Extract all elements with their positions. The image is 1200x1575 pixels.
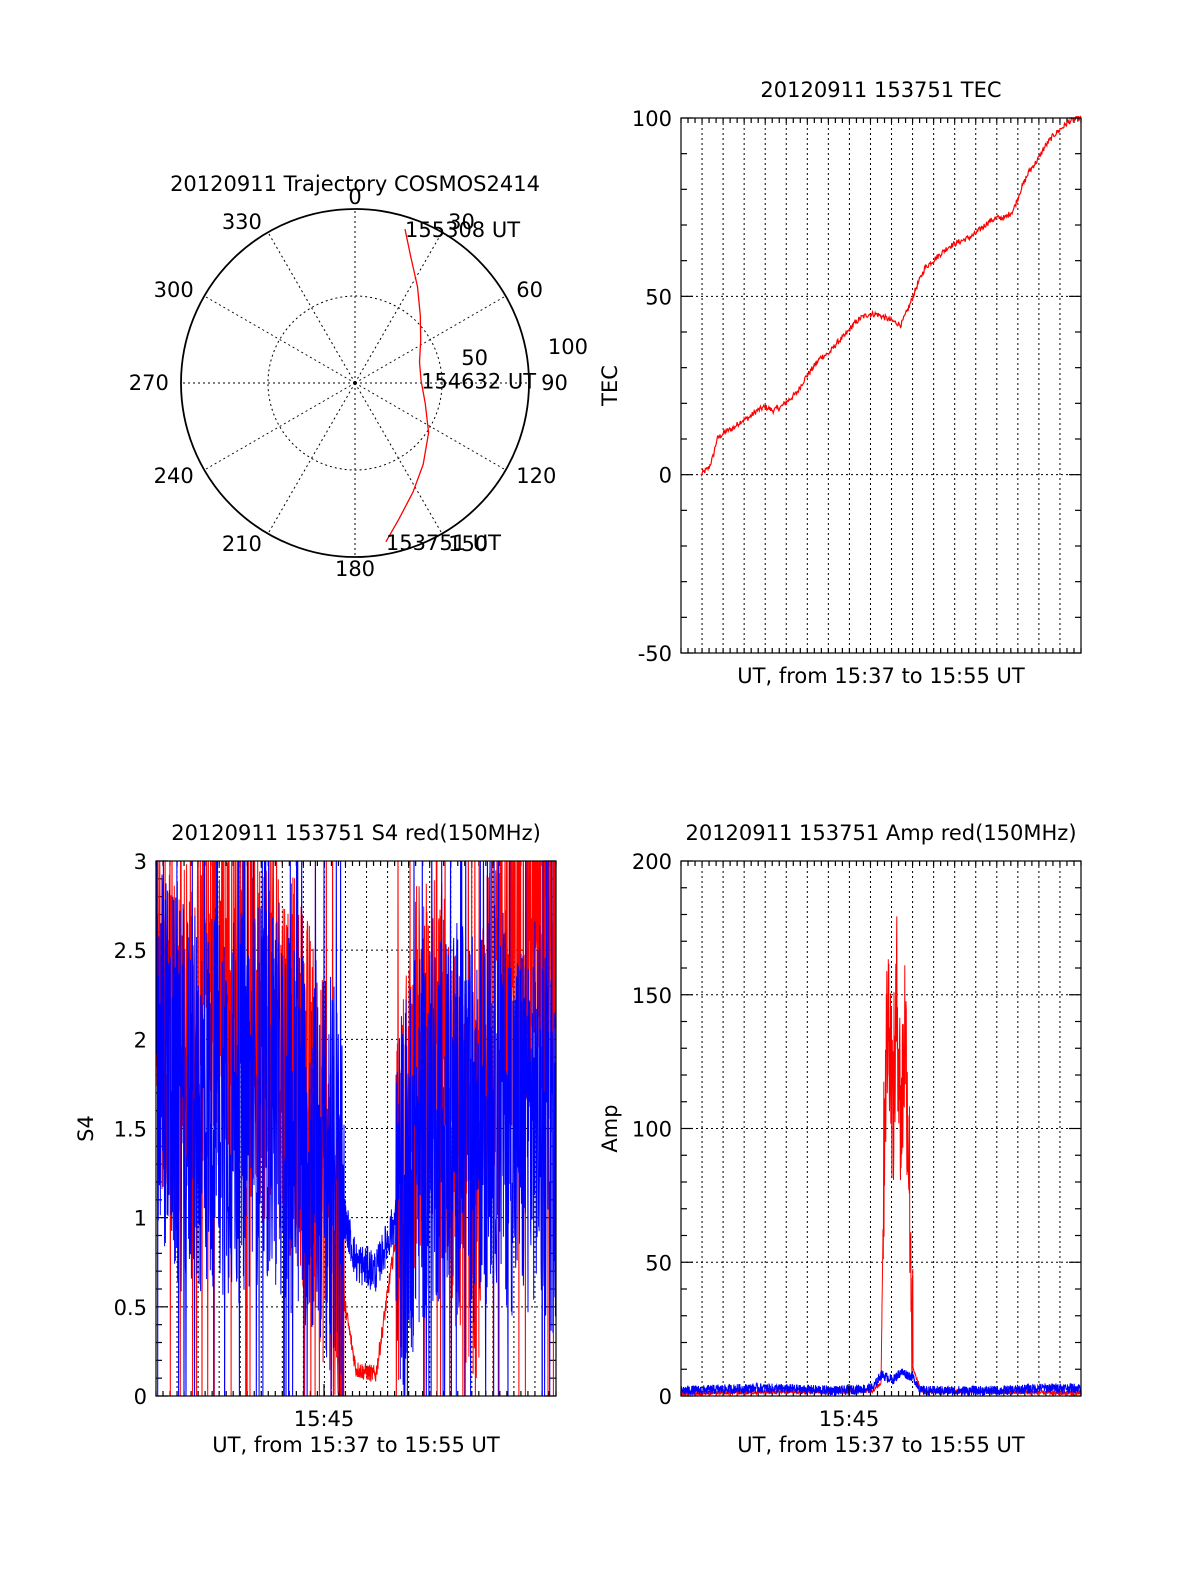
amp-blue-series-line	[680, 1368, 1082, 1397]
plot-frame	[155, 860, 557, 1397]
y-tick-label: 0	[134, 1385, 147, 1409]
trajectory-time-label: 155308 UT	[405, 218, 520, 242]
polar-spoke	[354, 382, 443, 534]
polar-azimuth-label: 180	[335, 557, 375, 581]
panel-title: 20120911 153751 Amp red(150MHz)	[685, 821, 1076, 845]
y-tick-label: 100	[632, 1118, 672, 1142]
y-tick-label: 1	[134, 1207, 147, 1231]
y-tick-label: 2	[134, 1028, 147, 1052]
y-axis-label: S4	[74, 1115, 98, 1142]
y-axis-label: TEC	[598, 365, 622, 407]
tec-series-line	[700, 115, 1082, 477]
polar-radius-label: 50	[461, 346, 488, 370]
polar-spoke	[354, 232, 443, 384]
polar-azimuth-label: 210	[222, 532, 262, 556]
y-tick-label: 0	[659, 1385, 672, 1409]
polar-azimuth-label: 150	[448, 532, 488, 556]
polar-azimuth-label: 0	[348, 185, 361, 209]
tec-panel: 20120911 153751 TEC -50 0 50 100 UT, from 15:…	[598, 78, 1082, 688]
panel-title: 20120911 153751 S4 red(150MHz)	[171, 821, 541, 845]
polar-azimuth-label: 90	[541, 371, 568, 395]
y-tick-label: 100	[632, 107, 672, 131]
polar-spoke	[204, 382, 356, 471]
y-tick-label: 0	[659, 464, 672, 488]
polar-spoke	[267, 232, 356, 384]
x-axis-label: UT, from 15:37 to 15:55 UT	[737, 664, 1025, 688]
amp-red-series-line	[680, 916, 1082, 1397]
y-tick-label: 2.5	[114, 939, 147, 963]
polar-azimuth-label: 300	[154, 278, 194, 302]
y-tick-label: 1.5	[114, 1118, 147, 1142]
polar-outer-circle	[180, 208, 530, 558]
polar-azimuth-label: 240	[154, 464, 194, 488]
y-tick-label: 200	[632, 850, 672, 874]
polar-radius-label: 100	[548, 335, 588, 359]
polar-azimuth-label: 270	[129, 371, 169, 395]
x-axis-label: UT, from 15:37 to 15:55 UT	[737, 1433, 1025, 1457]
trajectory-line	[385, 228, 430, 543]
plot-frame	[680, 860, 1082, 1397]
x-tick-label: 15:45	[294, 1407, 355, 1431]
polar-title: 20120911 Trajectory COSMOS2414	[170, 172, 540, 196]
s4-panel: 20120911 153751 S4 red(150MHz) 0 0.5 1 1.5 2 2…	[74, 821, 557, 1457]
trajectory-time-label: 154632 UT	[421, 370, 536, 394]
trajectory-time-label: 153751 UT	[386, 531, 501, 555]
polar-azimuth-label: 330	[222, 210, 262, 234]
polar-spoke	[267, 382, 356, 534]
plot-frame	[680, 117, 1082, 654]
y-tick-label: 50	[645, 285, 672, 309]
panel-title: 20120911 153751 TEC	[760, 78, 1001, 102]
y-tick-label: -50	[638, 642, 672, 666]
y-tick-label: 50	[645, 1251, 672, 1275]
polar-spoke	[354, 382, 506, 471]
x-tick-label: 15:45	[819, 1407, 880, 1431]
x-axis-label: UT, from 15:37 to 15:55 UT	[212, 1433, 500, 1457]
y-tick-label: 0.5	[114, 1296, 147, 1320]
polar-azimuth-label: 30	[448, 210, 475, 234]
amp-panel: 20120911 153751 Amp red(150MHz) 0 50 100 150…	[598, 821, 1082, 1457]
polar-spoke	[204, 295, 356, 384]
polar-azimuth-label: 60	[516, 278, 543, 302]
s4-blue-series-line	[156, 861, 556, 1396]
polar-azimuth-label: 120	[516, 464, 556, 488]
y-tick-label: 3	[134, 850, 147, 874]
polar-spoke	[354, 295, 506, 384]
y-tick-label: 150	[632, 984, 672, 1008]
y-axis-label: Amp	[598, 1104, 622, 1152]
